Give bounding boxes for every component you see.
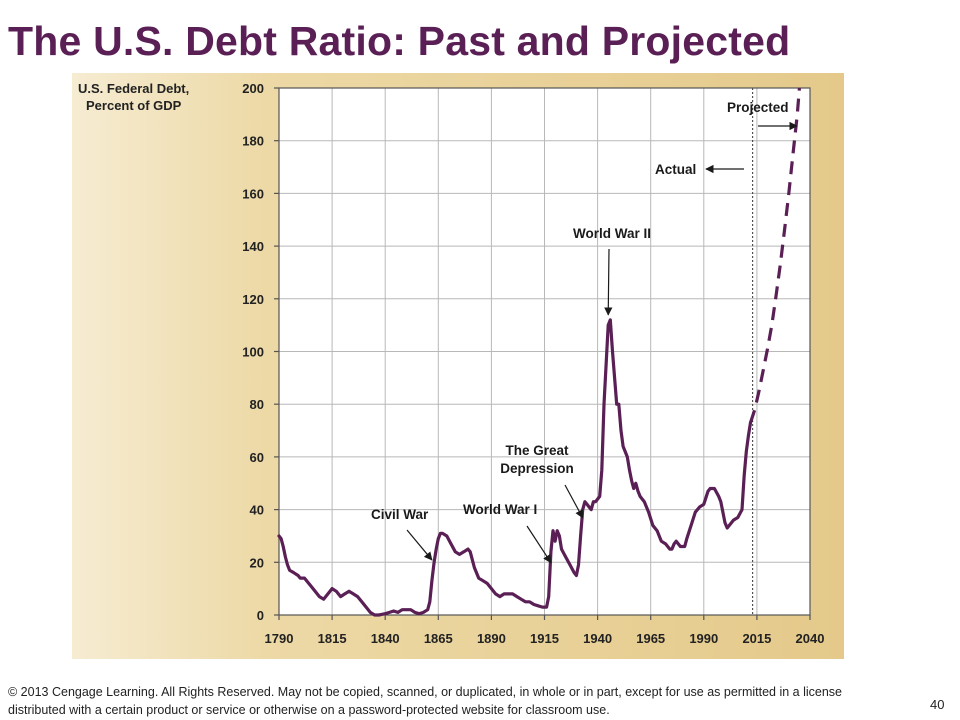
slide-title: The U.S. Debt Ratio: Past and Projected bbox=[8, 18, 791, 64]
y-tick-label-160: 160 bbox=[242, 186, 264, 201]
series-line-actual bbox=[277, 318, 753, 617]
y-axis: 0 20 40 60 80 100 120 140 160 180 200 bbox=[242, 81, 279, 623]
y-tick-label-0: 0 bbox=[257, 608, 264, 623]
x-tick-label-1790: 1790 bbox=[265, 631, 294, 646]
x-tick-label-1890: 1890 bbox=[477, 631, 506, 646]
x-axis: 1790 1815 1840 1865 1890 1915 1940 1965 1990 2015… bbox=[265, 615, 825, 646]
y-tick-label-140: 140 bbox=[242, 239, 264, 254]
x-tick-label-1915: 1915 bbox=[530, 631, 559, 646]
x-tick-label-2015: 2015 bbox=[742, 631, 771, 646]
annotations: Civil War World War I The Great Depression W… bbox=[371, 100, 798, 564]
x-tick-label-1865: 1865 bbox=[424, 631, 453, 646]
annotation-arrow-world-war-ii bbox=[604, 248, 613, 316]
annotation-civil-war: Civil War bbox=[371, 507, 429, 522]
x-tick-label-1940: 1940 bbox=[583, 631, 612, 646]
y-tick-label-80: 80 bbox=[250, 397, 264, 412]
y-tick-label-120: 120 bbox=[242, 292, 264, 307]
copyright-footer: © 2013 Cengage Learning. All Rights Rese… bbox=[8, 685, 843, 717]
y-tick-label-20: 20 bbox=[250, 555, 264, 570]
y-tick-label-100: 100 bbox=[242, 345, 264, 360]
series-line-projected bbox=[748, 87, 801, 424]
series bbox=[277, 87, 801, 617]
x-tick-label-1990: 1990 bbox=[689, 631, 718, 646]
y-tick-label-200: 200 bbox=[242, 81, 264, 96]
annotation-the-great-depression: The Great Depression bbox=[500, 443, 574, 476]
page-number: 40 bbox=[930, 697, 945, 712]
annotation-projected: Projected bbox=[727, 100, 789, 115]
annotation-arrow-world-war-i bbox=[526, 525, 552, 564]
annotation-arrow-the-great-depression bbox=[564, 484, 584, 519]
y-tick-label-60: 60 bbox=[250, 450, 264, 465]
y-tick-label-40: 40 bbox=[250, 503, 264, 518]
y-tick-label-180: 180 bbox=[242, 134, 264, 149]
x-tick-label-1840: 1840 bbox=[371, 631, 400, 646]
x-tick-label-1815: 1815 bbox=[318, 631, 347, 646]
y-axis-title: U.S. Federal Debt, Percent of GDP bbox=[78, 81, 193, 113]
y-axis-title-line-2: Percent of GDP bbox=[86, 98, 182, 113]
y-axis-title-line-1: U.S. Federal Debt, bbox=[78, 81, 189, 96]
x-tick-label-2040: 2040 bbox=[796, 631, 825, 646]
annotation-arrow-civil-war bbox=[406, 529, 433, 561]
annotation-world-war-i: World War I bbox=[463, 502, 537, 517]
annotation-actual: Actual bbox=[655, 162, 696, 177]
annotation-world-war-ii: World War II bbox=[573, 226, 651, 241]
x-tick-label-1965: 1965 bbox=[636, 631, 665, 646]
